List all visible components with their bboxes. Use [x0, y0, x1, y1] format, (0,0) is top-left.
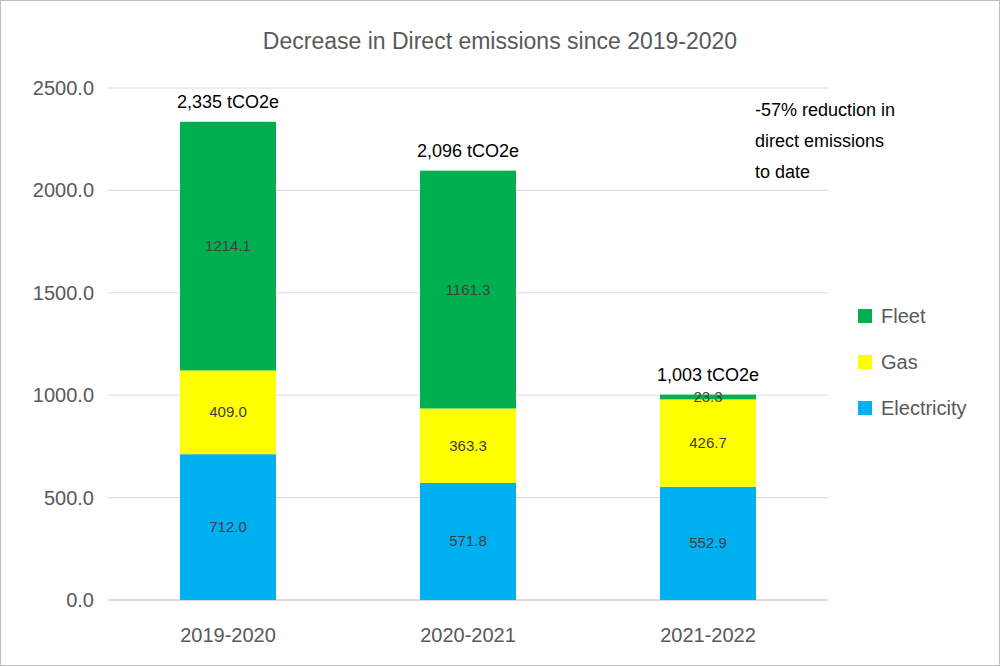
grid-line	[108, 88, 828, 89]
x-tick-label: 2019-2020	[180, 624, 276, 646]
bars	[180, 122, 756, 600]
bar-segment	[180, 370, 276, 454]
legend-swatch	[858, 401, 872, 415]
annotation: to date	[755, 162, 810, 182]
x-tick-label: 2021-2022	[660, 624, 756, 646]
y-tick-label: 2500.0	[33, 77, 94, 99]
bar-segment	[660, 399, 756, 486]
data-label: 1214.1	[205, 237, 251, 254]
data-label: 1161.3	[446, 281, 491, 298]
data-label: 23.3	[693, 388, 722, 405]
chart-title: Decrease in Direct emissions since 2019-…	[263, 28, 737, 54]
legend: Fleet Gas Electricity	[858, 305, 967, 419]
data-label: 363.3	[449, 437, 487, 454]
y-tick-label: 2000.0	[33, 179, 94, 201]
data-label: 571.8	[449, 532, 487, 549]
legend-swatch	[858, 355, 872, 369]
bar-segment	[420, 483, 516, 600]
bar-segment	[420, 408, 516, 482]
bar-segment	[660, 487, 756, 600]
bar-segment	[180, 454, 276, 600]
y-tick-label: 1000.0	[33, 384, 94, 406]
total-label: 2,096 tCO2e	[417, 141, 519, 161]
legend-label: Electricity	[881, 397, 967, 419]
bar-segment	[420, 171, 516, 409]
annotation: -57% reduction in	[755, 100, 895, 120]
bar-segment	[180, 122, 276, 371]
chart-container: Decrease in Direct emissions since 2019-…	[0, 0, 1000, 666]
legend-swatch	[858, 309, 872, 323]
chart-svg: Decrease in Direct emissions since 2019-…	[0, 0, 1000, 666]
chart-frame	[1, 1, 1000, 666]
annotation: direct emissions	[755, 131, 884, 151]
legend-label: Fleet	[881, 305, 926, 327]
legend-label: Gas	[881, 351, 918, 373]
y-tick-label: 0.0	[66, 589, 94, 611]
x-tick-label: 2020-2021	[420, 624, 516, 646]
data-label: 426.7	[689, 434, 727, 451]
data-label: 712.0	[209, 518, 247, 535]
data-label: 409.0	[209, 403, 247, 420]
y-tick-label: 500.0	[44, 487, 94, 509]
total-label: 2,335 tCO2e	[177, 92, 279, 112]
y-tick-label: 1500.0	[33, 282, 94, 304]
data-labels: 712.0 571.8 552.9 409.0 363.3 426.7 1214.1 1161…	[205, 237, 727, 551]
total-label: 1,003 tCO2e	[657, 365, 759, 385]
data-label: 552.9	[689, 534, 727, 551]
